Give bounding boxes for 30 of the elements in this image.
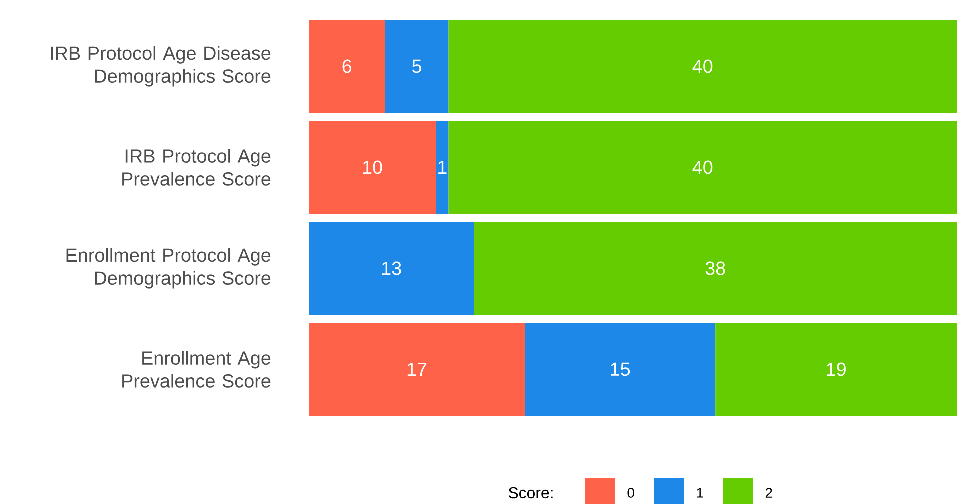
bar bbox=[716, 323, 957, 416]
bar bbox=[448, 121, 957, 214]
legend-label: 2 bbox=[766, 488, 772, 498]
data-label: 10 bbox=[363, 160, 382, 174]
y-tick-label: IRB Protocol Age Prevalence Score bbox=[122, 149, 271, 186]
data-label: 1 bbox=[438, 161, 447, 174]
legend-title: Score: bbox=[508, 487, 553, 499]
data-label: 40 bbox=[692, 60, 713, 74]
data-label: 6 bbox=[342, 60, 352, 74]
bar bbox=[309, 20, 386, 113]
data-label: 5 bbox=[412, 60, 422, 74]
y-tick-label: Enrollment Age Prevalence Score bbox=[122, 351, 271, 388]
data-label: 17 bbox=[408, 363, 427, 376]
bar bbox=[309, 222, 474, 315]
data-label: 15 bbox=[611, 362, 630, 376]
bar bbox=[448, 20, 957, 113]
bar bbox=[436, 121, 449, 214]
bar bbox=[474, 222, 957, 315]
bar bbox=[309, 121, 436, 214]
bar bbox=[525, 323, 716, 416]
data-label: 40 bbox=[692, 160, 713, 174]
legend-label: 0 bbox=[628, 488, 634, 498]
bar bbox=[309, 323, 525, 416]
y-tick-label: IRB Protocol Age Disease Demographics Score bbox=[51, 46, 271, 87]
data-label: 13 bbox=[382, 262, 402, 276]
data-label: 19 bbox=[827, 362, 846, 376]
y-tick-label: Enrollment Protocol Age Demographics Score bbox=[66, 248, 271, 289]
bar bbox=[385, 20, 449, 113]
data-label: 38 bbox=[706, 262, 726, 276]
legend-label: 1 bbox=[697, 488, 704, 498]
